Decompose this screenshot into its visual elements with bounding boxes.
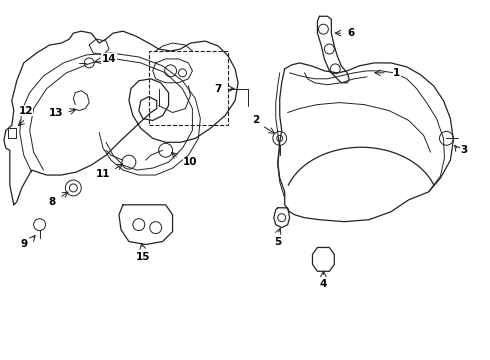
Text: 6: 6 <box>347 28 355 38</box>
Text: 1: 1 <box>393 68 400 78</box>
Text: 15: 15 <box>136 252 150 262</box>
Text: 14: 14 <box>102 54 116 64</box>
Text: 2: 2 <box>252 116 260 126</box>
Text: 12: 12 <box>19 105 33 116</box>
Text: 13: 13 <box>49 108 64 117</box>
Text: 7: 7 <box>215 84 222 94</box>
Text: 3: 3 <box>461 145 468 155</box>
Text: 4: 4 <box>319 279 327 289</box>
Text: 5: 5 <box>274 237 281 247</box>
Text: 8: 8 <box>48 197 55 207</box>
Text: 11: 11 <box>96 169 110 179</box>
Text: 10: 10 <box>183 157 197 167</box>
Text: 9: 9 <box>20 239 27 249</box>
